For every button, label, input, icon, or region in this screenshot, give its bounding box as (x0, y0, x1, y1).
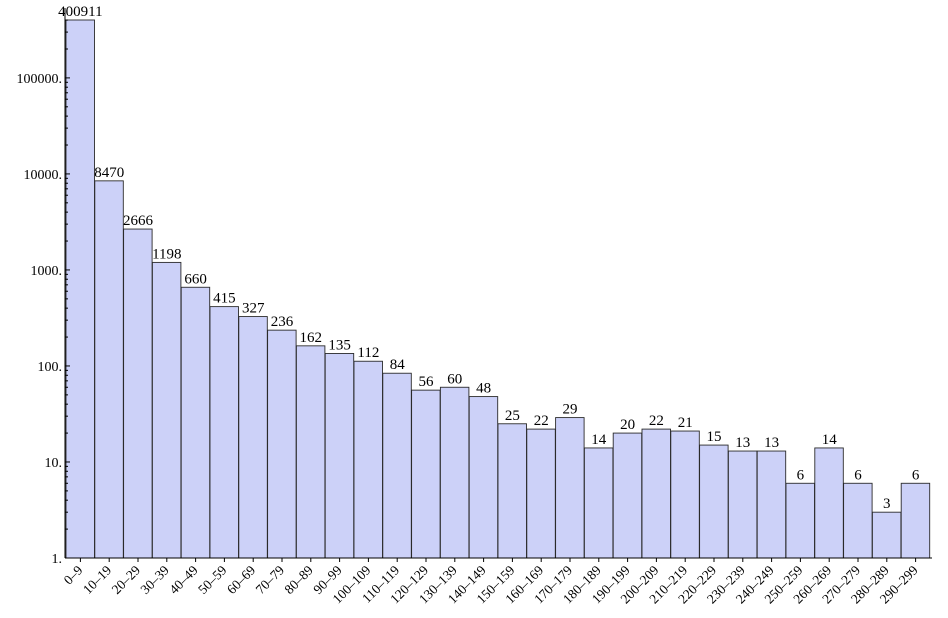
bar-100–109 (353, 360, 383, 559)
x-tick-label: 10–19 (80, 562, 115, 597)
bar-130–139 (439, 386, 470, 559)
data-label-220–229: 15 (707, 429, 722, 445)
data-label-260–269: 14 (822, 432, 838, 448)
x-axis-ticks: 0–910–1920–2930–3940–4950–5960–6970–7980… (61, 558, 921, 607)
x-tick-label: 70–79 (253, 562, 288, 597)
data-label-20–29: 2666 (123, 213, 154, 229)
data-label-70–79: 236 (271, 314, 294, 330)
x-tick-label: 60–69 (224, 562, 259, 597)
data-label-150–159: 25 (505, 408, 520, 424)
data-label-100–109: 112 (357, 345, 379, 361)
data-label-30–39: 1198 (152, 246, 181, 262)
data-label-290–299: 6 (912, 467, 920, 483)
bar-20–29 (123, 228, 153, 559)
data-label-0–9: 400911 (58, 4, 102, 20)
bar-170–179 (555, 417, 585, 559)
bar-70–79 (267, 329, 297, 559)
data-label-90–99: 135 (328, 337, 351, 353)
bar-250–259 (785, 482, 815, 559)
data-label-190–199: 20 (620, 417, 635, 433)
bar-10–19 (94, 180, 124, 559)
x-tick-label: 20–29 (109, 562, 144, 597)
y-tick-label: 100. (38, 360, 63, 375)
bar-60–69 (238, 316, 268, 559)
data-label-10–19: 8470 (94, 165, 124, 181)
bar-190–199 (612, 432, 643, 559)
y-tick-label: 1000. (31, 264, 63, 279)
bar-260–269 (814, 447, 844, 559)
bar-160–169 (526, 428, 556, 559)
bar-240–249 (756, 450, 787, 559)
y-tick-label: 10000. (24, 168, 63, 183)
data-label-170–179: 29 (563, 402, 578, 418)
x-tick-label: 50–59 (195, 562, 230, 597)
y-tick-label: 100000. (17, 72, 63, 87)
data-label-60–69: 327 (242, 301, 265, 317)
bars-group (65, 19, 931, 559)
bar-120–129 (411, 389, 441, 559)
bar-210–219 (670, 430, 700, 559)
bar-140–149 (468, 396, 499, 559)
bar-50–59 (209, 306, 239, 559)
bar-280–289 (871, 511, 902, 559)
bar-0–9 (65, 19, 95, 559)
bar-290–299 (900, 482, 931, 559)
bar-270–279 (843, 482, 873, 559)
bar-110–119 (382, 372, 412, 559)
bar-230–239 (727, 450, 758, 559)
y-tick-label: 1. (52, 552, 63, 567)
y-axis-ticks: 1. 10. 100. 1000. 10000. 100000. (17, 19, 70, 567)
data-label-110–119: 84 (390, 357, 406, 373)
bar-80–89 (295, 345, 326, 559)
data-label-120–129: 56 (419, 374, 435, 390)
data-label-270–279: 6 (854, 467, 862, 483)
data-label-200–209: 22 (649, 413, 664, 429)
data-label-50–59: 415 (213, 291, 236, 307)
bar-90–99 (324, 353, 355, 559)
bar-30–39 (151, 261, 182, 559)
x-tick-label: 40–49 (166, 562, 201, 597)
data-label-240–249: 13 (764, 435, 779, 451)
bar-150–159 (497, 423, 527, 559)
bar-200–209 (641, 428, 671, 559)
data-label-40–49: 660 (184, 271, 207, 287)
data-label-180–189: 14 (591, 432, 607, 448)
data-label-230–239: 13 (735, 435, 750, 451)
bar-180–189 (583, 447, 614, 559)
data-label-280–289: 3 (883, 496, 891, 512)
data-label-130–139: 60 (447, 371, 462, 387)
data-label-140–149: 48 (476, 381, 491, 397)
data-label-210–219: 21 (678, 415, 693, 431)
bar-220–229 (699, 444, 729, 559)
data-label-80–89: 162 (300, 330, 323, 346)
bar-40–49 (180, 286, 211, 559)
data-label-160–169: 22 (534, 413, 549, 429)
data-label-250–259: 6 (797, 467, 805, 483)
x-tick-label: 30–39 (137, 562, 172, 597)
x-tick-label: 80–89 (281, 562, 316, 597)
y-tick-label: 10. (45, 456, 63, 471)
